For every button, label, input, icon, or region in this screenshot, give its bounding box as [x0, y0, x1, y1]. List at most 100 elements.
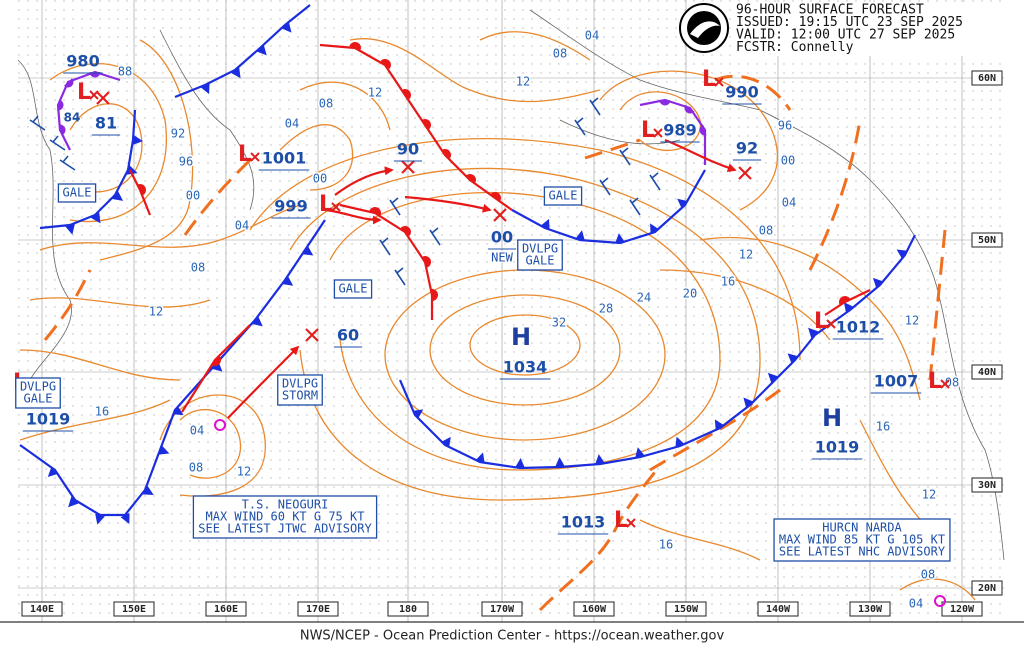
box-line: GALE — [24, 392, 53, 406]
label-box — [543, 186, 583, 206]
lat-label-box — [971, 364, 1003, 380]
lat-label-box — [971, 70, 1003, 86]
label-box — [277, 374, 323, 406]
lon-label-box — [573, 601, 615, 617]
isobar-label: 12 — [237, 465, 251, 479]
lon-label-box — [849, 601, 891, 617]
forecast-position — [493, 208, 507, 222]
low-symbol: L — [238, 142, 252, 167]
isobar-label: 96 — [778, 119, 792, 133]
isobar-label: 24 — [637, 291, 651, 305]
pressure-value: 1012 — [836, 318, 881, 337]
box-line: GALE — [549, 189, 578, 203]
lat-label: 50N — [978, 235, 996, 246]
isobar-label: 12 — [739, 248, 753, 262]
isobar-label: 04 — [585, 29, 599, 43]
lon-label: 160E — [214, 604, 238, 615]
lat-label-box — [971, 232, 1003, 248]
pressure-value: 60 — [337, 326, 359, 345]
pressure-value: 1007 — [874, 372, 919, 391]
lon-label: 150W — [674, 604, 699, 615]
low-symbol: L — [77, 80, 91, 105]
isobar-label: 08 — [553, 47, 567, 61]
isobar-label: 12 — [368, 86, 382, 100]
lon-label: 140E — [30, 604, 54, 615]
isobar-label: 12 — [922, 488, 936, 502]
low-x — [626, 518, 636, 528]
tropical-cyclone — [214, 419, 226, 431]
low-x — [331, 202, 341, 212]
header-line: ISSUED: 19:15 UTC 23 SEP 2025 — [736, 15, 963, 30]
lat-label: 30N — [978, 480, 996, 491]
header-line: VALID: 12:00 UTC 27 SEP 2025 — [736, 28, 955, 43]
box-line: MAX WIND 60 KT G 75 KT — [206, 510, 365, 524]
box-line: GALE — [526, 254, 555, 268]
pressure-value: 1001 — [262, 149, 307, 168]
isobar-label: 04 — [909, 597, 923, 611]
noaa-logo — [679, 3, 729, 53]
label-box — [333, 279, 373, 299]
pressure-value: 1019 — [815, 438, 860, 457]
lat-label-box — [971, 580, 1003, 596]
lon-label: 170E — [306, 604, 330, 615]
box-line: MAX WIND 85 KT G 105 KT — [779, 533, 945, 547]
low-symbol: L — [641, 118, 655, 143]
isobar-label: 04 — [285, 117, 299, 131]
lon-label: 170W — [490, 604, 515, 615]
isobar-label: 00 — [186, 189, 200, 203]
pressure-value: 1019 — [26, 410, 71, 429]
label-box — [15, 377, 61, 409]
box-line: DVLPG — [20, 380, 56, 394]
lon-label-box — [113, 601, 155, 617]
isobar-label: 32 — [552, 316, 566, 330]
header-line: FCSTR: Connelly — [736, 40, 854, 55]
pressure-value: 999 — [274, 197, 307, 216]
label-box — [517, 239, 563, 271]
isobar-label: 92 — [171, 127, 185, 141]
pressure-value: 1034 — [503, 358, 548, 377]
box-line: SEE LATEST NHC ADVISORY — [779, 545, 946, 559]
high-symbol: H — [511, 323, 531, 351]
isobar-label: 12 — [905, 314, 919, 328]
pressure-value: 92 — [736, 139, 758, 158]
label-box — [773, 518, 951, 562]
isobar-label: 08 — [921, 568, 935, 582]
lat-label: 40N — [978, 367, 996, 378]
isobar-label: 08 — [759, 224, 773, 238]
pressure-value: 980 — [66, 52, 99, 71]
isobar-label: 16 — [95, 405, 109, 419]
lon-label-box — [21, 601, 63, 617]
lon-label-box — [205, 601, 247, 617]
isobar-label: 08 — [191, 261, 205, 275]
box-line: HURCN NARDA — [822, 521, 902, 535]
isobar-label: 12 — [516, 75, 530, 89]
isobar-label: 00 — [781, 154, 795, 168]
pressure-value: 989 — [663, 121, 696, 140]
lon-label: 140W — [766, 604, 791, 615]
isobar-label: 08 — [189, 461, 203, 475]
lon-label: 150E — [122, 604, 146, 615]
box-line: STORM — [282, 389, 318, 403]
footer: NWS/NCEP - Ocean Prediction Center - htt… — [300, 629, 725, 644]
isobar-label: 12 — [149, 305, 163, 319]
lon-label-box — [665, 601, 707, 617]
box-line: SEE LATEST JTWC ADVISORY — [198, 522, 372, 536]
pressure-value: 90 — [397, 140, 419, 159]
low-x — [653, 128, 663, 138]
isobar-label: 20 — [683, 287, 697, 301]
lon-label-box — [757, 601, 799, 617]
isobar-label: 88 — [118, 65, 132, 79]
pressure-value: 990 — [725, 83, 758, 102]
lat-label: 20N — [978, 583, 996, 594]
pressure-value: 84 — [64, 111, 81, 125]
forecast-position — [401, 160, 415, 174]
isobar-label: 16 — [721, 275, 735, 289]
lon-label: 120W — [950, 604, 975, 615]
forecast-position — [305, 328, 319, 342]
forecast-position — [738, 166, 752, 180]
forecast-position — [96, 91, 110, 105]
box-line: GALE — [63, 186, 92, 200]
isobar-label: 04 — [782, 196, 796, 210]
low-x — [940, 379, 950, 389]
